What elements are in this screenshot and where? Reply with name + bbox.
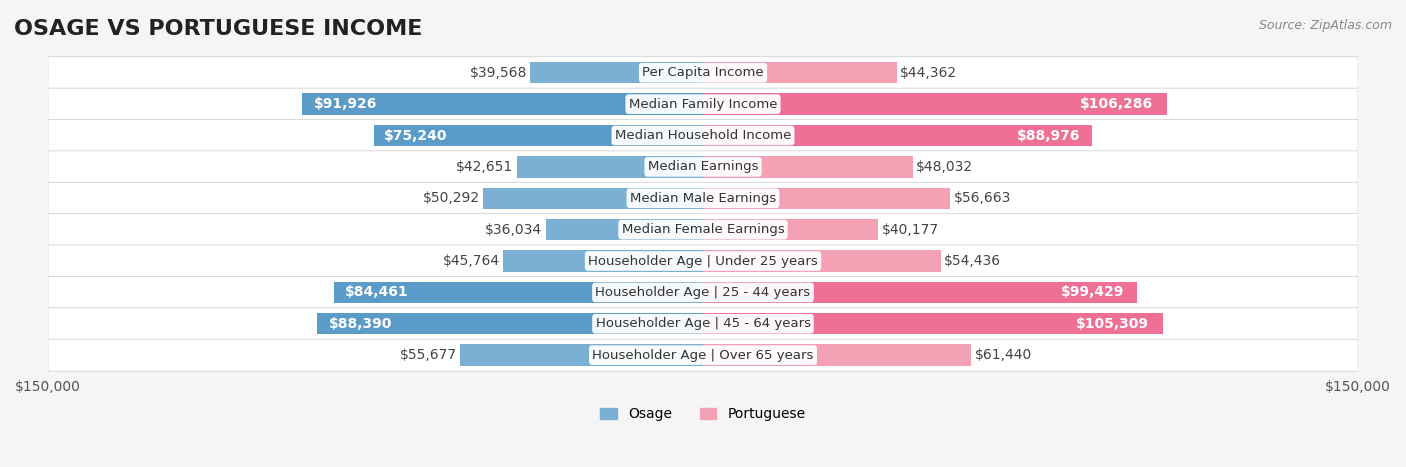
FancyBboxPatch shape bbox=[48, 182, 1358, 214]
Text: Median Earnings: Median Earnings bbox=[648, 160, 758, 173]
FancyBboxPatch shape bbox=[48, 339, 1358, 371]
Text: OSAGE VS PORTUGUESE INCOME: OSAGE VS PORTUGUESE INCOME bbox=[14, 19, 422, 39]
Text: $45,764: $45,764 bbox=[443, 254, 501, 268]
Text: $54,436: $54,436 bbox=[943, 254, 1001, 268]
Bar bbox=[335, 282, 703, 303]
Text: Median Male Earnings: Median Male Earnings bbox=[630, 192, 776, 205]
Bar bbox=[703, 345, 972, 366]
Bar bbox=[703, 93, 1167, 115]
Text: $105,309: $105,309 bbox=[1076, 317, 1149, 331]
Text: $48,032: $48,032 bbox=[917, 160, 973, 174]
Text: $84,461: $84,461 bbox=[346, 285, 409, 299]
Text: $36,034: $36,034 bbox=[485, 223, 543, 237]
Bar bbox=[530, 62, 703, 84]
FancyBboxPatch shape bbox=[48, 245, 1358, 277]
Text: $55,677: $55,677 bbox=[399, 348, 457, 362]
Bar bbox=[703, 282, 1137, 303]
Bar bbox=[703, 219, 879, 241]
Bar bbox=[484, 188, 703, 209]
Text: Householder Age | Under 25 years: Householder Age | Under 25 years bbox=[588, 255, 818, 268]
Bar bbox=[703, 156, 912, 177]
Text: $50,292: $50,292 bbox=[423, 191, 479, 205]
Text: $42,651: $42,651 bbox=[456, 160, 513, 174]
FancyBboxPatch shape bbox=[48, 120, 1358, 151]
Text: $56,663: $56,663 bbox=[953, 191, 1011, 205]
Text: $88,390: $88,390 bbox=[329, 317, 392, 331]
Bar bbox=[301, 93, 703, 115]
FancyBboxPatch shape bbox=[48, 276, 1358, 308]
Text: $99,429: $99,429 bbox=[1060, 285, 1125, 299]
Text: $44,362: $44,362 bbox=[900, 66, 957, 80]
Bar bbox=[703, 250, 941, 272]
Legend: Osage, Portuguese: Osage, Portuguese bbox=[595, 402, 811, 427]
Bar bbox=[316, 313, 703, 334]
Bar bbox=[703, 62, 897, 84]
Bar bbox=[703, 188, 950, 209]
Bar bbox=[703, 313, 1163, 334]
Bar bbox=[703, 125, 1091, 146]
FancyBboxPatch shape bbox=[48, 308, 1358, 340]
FancyBboxPatch shape bbox=[48, 57, 1358, 89]
Bar bbox=[460, 345, 703, 366]
FancyBboxPatch shape bbox=[48, 151, 1358, 183]
Text: Householder Age | 45 - 64 years: Householder Age | 45 - 64 years bbox=[596, 317, 810, 330]
FancyBboxPatch shape bbox=[48, 213, 1358, 246]
Text: $40,177: $40,177 bbox=[882, 223, 939, 237]
Text: $106,286: $106,286 bbox=[1080, 97, 1153, 111]
Bar bbox=[517, 156, 703, 177]
Text: $39,568: $39,568 bbox=[470, 66, 527, 80]
Text: Householder Age | 25 - 44 years: Householder Age | 25 - 44 years bbox=[595, 286, 811, 299]
FancyBboxPatch shape bbox=[48, 88, 1358, 120]
Text: $61,440: $61,440 bbox=[974, 348, 1032, 362]
Bar bbox=[503, 250, 703, 272]
Text: Median Household Income: Median Household Income bbox=[614, 129, 792, 142]
Text: Median Female Earnings: Median Female Earnings bbox=[621, 223, 785, 236]
Text: $91,926: $91,926 bbox=[314, 97, 377, 111]
Text: $88,976: $88,976 bbox=[1017, 128, 1080, 142]
Text: Per Capita Income: Per Capita Income bbox=[643, 66, 763, 79]
Text: Source: ZipAtlas.com: Source: ZipAtlas.com bbox=[1258, 19, 1392, 32]
Bar bbox=[374, 125, 703, 146]
Bar bbox=[546, 219, 703, 241]
Text: Householder Age | Over 65 years: Householder Age | Over 65 years bbox=[592, 349, 814, 361]
Text: Median Family Income: Median Family Income bbox=[628, 98, 778, 111]
Text: $75,240: $75,240 bbox=[384, 128, 447, 142]
